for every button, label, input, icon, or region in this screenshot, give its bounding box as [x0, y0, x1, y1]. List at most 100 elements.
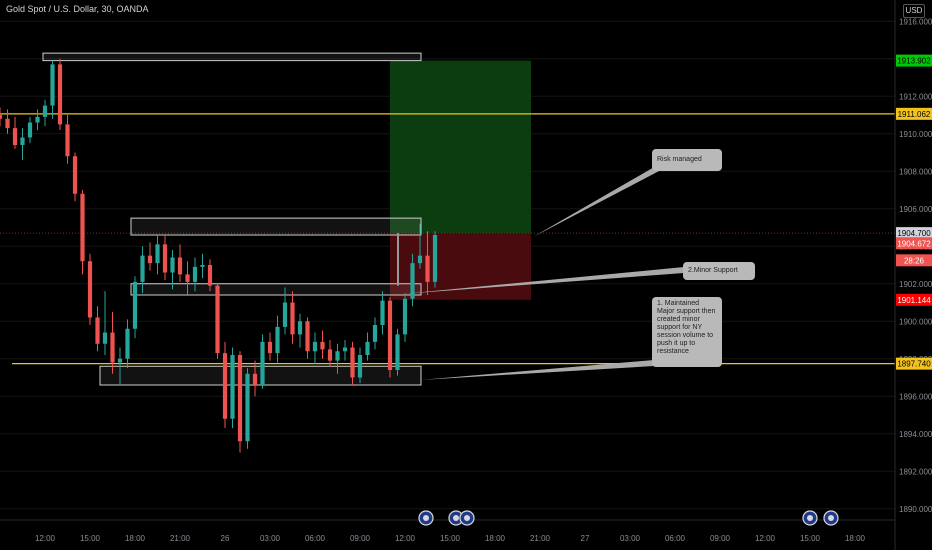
- candle-body: [410, 263, 415, 299]
- candle-body: [380, 300, 385, 325]
- candle-body: [207, 265, 213, 286]
- candle-body: [312, 341, 318, 352]
- candle-body: [42, 105, 48, 117]
- candle-body: [260, 341, 265, 385]
- candle-body: [125, 328, 130, 359]
- note-risk-managed[interactable]: Risk managed: [652, 149, 722, 171]
- candle-body: [267, 341, 273, 354]
- candle-body: [305, 321, 310, 352]
- candle-body: [155, 244, 160, 264]
- flag-icon: [423, 515, 429, 521]
- y-tick-label: 1900.000: [899, 317, 932, 326]
- x-tick-label: 18:00: [125, 534, 146, 543]
- y-tick-label: 1912.000: [899, 92, 932, 101]
- flag-icon: [807, 515, 813, 521]
- candle-body: [275, 326, 280, 354]
- candle-body: [162, 244, 168, 273]
- candle-body: [35, 116, 40, 123]
- candle-body: [87, 261, 93, 318]
- minor-support-box: [130, 283, 422, 296]
- candle-body: [335, 351, 340, 361]
- x-tick-label: 21:00: [530, 534, 551, 543]
- x-tick-label: 03:00: [260, 534, 281, 543]
- price-axis: 1890.0001892.0001894.0001896.0001898.000…: [894, 0, 932, 550]
- candle-body: [200, 265, 205, 267]
- candle-body: [387, 300, 393, 370]
- x-tick-label: 06:00: [665, 534, 686, 543]
- grid: [0, 20, 895, 510]
- candle-body: [245, 373, 250, 442]
- x-tick-label: 18:00: [845, 534, 866, 543]
- x-tick-label: 15:00: [80, 534, 101, 543]
- pointer-major-support: [420, 360, 654, 380]
- economic-event-icons: [418, 510, 839, 526]
- candle-body: [102, 332, 108, 344]
- candle-body: [0, 115, 3, 119]
- candle-body: [230, 355, 235, 419]
- candle-body: [110, 332, 115, 363]
- x-tick-label: 09:00: [710, 534, 731, 543]
- candle-body: [357, 355, 363, 378]
- candle-body: [95, 317, 100, 344]
- price-label: 1911.062: [898, 110, 931, 119]
- flag-icon: [828, 515, 834, 521]
- candle-body: [72, 156, 78, 194]
- candle-body: [132, 281, 138, 329]
- note-major-support[interactable]: 1. Maintained Major support then created…: [652, 297, 722, 367]
- candle-body: [395, 334, 400, 370]
- candle-body: [147, 255, 153, 264]
- y-tick-label: 1892.000: [899, 467, 932, 476]
- x-tick-label: 03:00: [620, 534, 641, 543]
- x-tick-label: 09:00: [350, 534, 371, 543]
- candle-body: [365, 341, 370, 355]
- x-tick-label: 12:00: [35, 534, 56, 543]
- y-tick-label: 1908.000: [899, 167, 932, 176]
- price-label: 1904.700: [897, 229, 931, 238]
- price-label-bg: [896, 357, 932, 370]
- candle-body: [417, 255, 423, 264]
- candle-body: [5, 118, 10, 129]
- symbol-title: Gold Spot / U.S. Dollar, 30, OANDA: [6, 4, 149, 14]
- candle-body: [297, 321, 303, 335]
- x-tick-label: 21:00: [170, 534, 191, 543]
- candle-body: [20, 137, 25, 145]
- price-label-bg: [896, 227, 932, 240]
- y-tick-label: 1906.000: [899, 205, 932, 214]
- candle-body: [50, 64, 55, 106]
- candle-body: [350, 347, 355, 378]
- x-tick-label: 15:00: [440, 534, 461, 543]
- y-tick-label: 1916.000: [899, 17, 932, 26]
- price-label-bg: [896, 293, 932, 306]
- y-tick-label: 1896.000: [899, 392, 932, 401]
- upper-box: [130, 217, 422, 236]
- candle-body: [402, 298, 408, 335]
- support-resistance-boxes: [42, 52, 422, 386]
- candle-body: [170, 257, 175, 273]
- candle-body: [237, 355, 243, 442]
- candle-body: [372, 325, 378, 342]
- candle-body: [327, 349, 333, 361]
- candle-body: [320, 341, 325, 350]
- note-minor-support[interactable]: 2.Minor Support: [683, 262, 755, 280]
- candle-body: [27, 122, 33, 138]
- x-tick-label: 27: [581, 534, 590, 543]
- x-tick-label: 26: [221, 534, 230, 543]
- candle-body: [140, 255, 145, 282]
- y-tick-label: 1890.000: [899, 505, 932, 514]
- price-label: 1913.902: [897, 57, 931, 66]
- profit-zone: [390, 60, 531, 234]
- candle-body: [425, 255, 430, 282]
- time-axis: 12:00 15:00 18:00 21:00 26 03:00 06:00 09:00 12:…: [0, 519, 895, 543]
- flag-icon: [464, 515, 470, 521]
- flag-icon: [453, 515, 459, 521]
- y-tick-label: 1910.000: [899, 130, 932, 139]
- x-tick-label: 18:00: [485, 534, 506, 543]
- candle-body: [117, 358, 123, 363]
- currency-button[interactable]: USD: [903, 4, 925, 18]
- y-tick-label: 1894.000: [899, 430, 932, 439]
- price-label: 28:26: [904, 256, 925, 265]
- x-tick-label: 12:00: [395, 534, 416, 543]
- candle-body: [57, 64, 63, 125]
- candle-body: [290, 302, 295, 335]
